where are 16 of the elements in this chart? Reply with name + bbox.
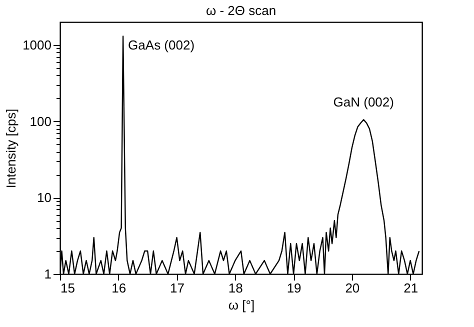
x-tick-label: 19: [286, 280, 302, 296]
annotation: GaN (002): [333, 94, 394, 110]
x-tick-label: 16: [112, 280, 126, 296]
y-tick-label: 100: [30, 114, 52, 129]
x-tick-label: 20: [345, 280, 360, 296]
y-tick-label: 1000: [22, 37, 52, 52]
x-tick-label: 17: [170, 280, 185, 296]
chart-title: ω - 2Θ scan: [206, 3, 276, 18]
y-tick-label: 10: [37, 190, 52, 206]
y-axis-title: Intensity [cps]: [4, 108, 19, 188]
annotation: GaAs (002): [128, 37, 195, 52]
x-axis-title: ω [°]: [228, 298, 255, 312]
y-tick-label: 1: [44, 266, 52, 282]
x-tick-label: 18: [228, 280, 243, 296]
x-tick-label: 15: [60, 280, 75, 296]
x-tick-label: 21: [404, 280, 418, 296]
